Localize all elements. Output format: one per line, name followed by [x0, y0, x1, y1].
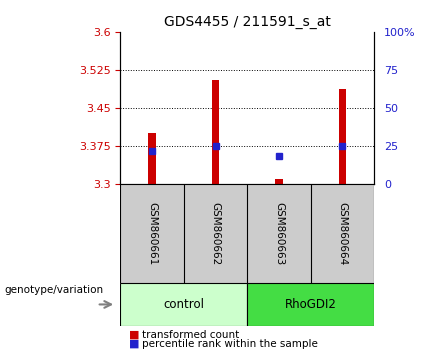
Bar	[338, 89, 346, 184]
Text: GSM860662: GSM860662	[211, 202, 221, 265]
Bar	[148, 133, 156, 184]
Bar	[120, 283, 247, 326]
Text: RhoGDI2: RhoGDI2	[285, 298, 337, 311]
Text: GSM860661: GSM860661	[147, 202, 157, 265]
Bar	[212, 80, 219, 184]
Text: percentile rank within the sample: percentile rank within the sample	[142, 339, 318, 349]
Title: GDS4455 / 211591_s_at: GDS4455 / 211591_s_at	[164, 16, 331, 29]
Text: GSM860664: GSM860664	[338, 202, 347, 265]
Text: ■: ■	[129, 330, 139, 339]
Bar	[275, 179, 283, 184]
Bar	[247, 283, 374, 326]
Text: genotype/variation: genotype/variation	[4, 285, 104, 295]
Text: transformed count: transformed count	[142, 330, 239, 339]
Text: ■: ■	[129, 339, 139, 349]
Text: GSM860663: GSM860663	[274, 202, 284, 265]
Text: control: control	[163, 298, 204, 311]
